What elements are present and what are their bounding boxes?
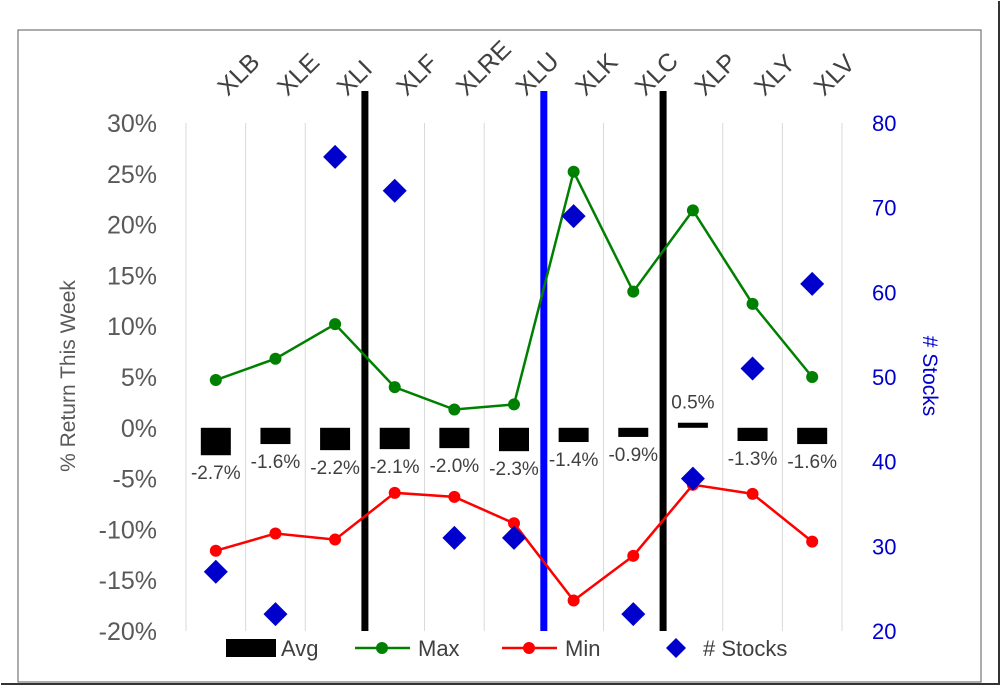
stocks-point [680,466,705,491]
avg-data-label: -2.1% [370,457,420,478]
min-point [567,594,580,607]
avg-data-label: -0.9% [608,445,658,466]
max-point [209,374,222,387]
stocks-point [442,525,467,550]
legend-label-stocks: # Stocks [703,636,787,661]
avg-bar [260,427,291,445]
avg-data-label: -2.2% [310,458,360,479]
y-tick-label: 15% [107,262,157,290]
avg-bar [320,427,351,451]
avg-bar [379,427,410,450]
legend-label-max: Max [418,636,460,661]
y2-tick-label: 40 [872,450,896,475]
max-point [567,165,580,178]
max-point [627,285,640,298]
avg-data-label: 0.5% [671,393,714,414]
min-point [806,535,819,548]
y-tick-label: 25% [107,161,157,189]
y2-tick-label: 60 [872,280,896,305]
avg-bar [200,427,231,456]
avg-data-label: -2.7% [191,463,241,484]
stocks-point [561,204,586,229]
max-point [388,381,401,394]
stocks-point [502,525,526,550]
max-point [448,403,461,416]
legend-marker-stocks [666,638,686,658]
stocks-point [740,356,765,381]
y-tick-label: 20% [107,212,157,240]
y2-tick-label: 50 [872,365,896,390]
avg-bar [737,427,768,442]
min-point [388,486,401,499]
stocks-point [263,602,288,627]
avg-data-label: -1.6% [787,452,837,473]
y-tick-label: 0% [121,415,157,443]
stocks-point [323,144,348,169]
avg-bar [558,427,589,443]
y2-tick-label: 20 [872,619,896,644]
legend-label-avg: Avg [281,636,319,661]
avg-bar [677,422,708,428]
max-point [508,398,520,411]
min-point [329,533,342,546]
y-tick-label: 10% [107,313,157,341]
min-point [209,544,222,557]
stocks-point [621,602,646,627]
avg-data-label: -1.3% [728,449,778,470]
y2-tick-label: 30 [872,534,896,559]
max-point [806,371,819,383]
max-point [746,297,759,310]
max-point [269,352,282,365]
min-point [269,527,282,540]
stocks-point [203,559,228,584]
avg-bar [797,427,828,445]
legend: Avg Max Min # Stocks [226,636,787,661]
avg-bar [618,427,649,437]
y2-axis-label: # Stocks [918,336,941,417]
y-tick-label: -5% [113,466,157,494]
y-tick-label: -20% [99,618,157,646]
avg-data-label: -1.6% [251,452,301,473]
avg-data-label: -2.3% [489,459,539,480]
min-point [508,517,520,530]
max-point [329,318,342,331]
legend-swatch-avg [226,639,276,657]
stocks-point [800,271,825,296]
y-axis-label: % Return This Week [57,280,80,472]
max-point [686,204,699,217]
y-tick-label: 5% [121,364,157,392]
y-tick-label: 30% [107,110,157,138]
avg-bar [439,427,470,449]
min-point [627,549,640,562]
avg-data-label: -1.4% [549,450,599,471]
y2-tick-label: 80 [872,111,896,136]
avg-data-label: -2.0% [430,456,480,477]
stocks-point [382,178,407,203]
legend-label-min: Min [565,636,600,661]
avg-bar [499,427,529,452]
legend-marker-max [376,642,388,654]
legend-marker-min [523,642,535,654]
y-tick-label: -10% [99,516,157,544]
min-point [448,490,461,503]
y-tick-label: -15% [99,567,157,595]
min-point [746,487,759,500]
y2-tick-label: 70 [872,196,896,221]
